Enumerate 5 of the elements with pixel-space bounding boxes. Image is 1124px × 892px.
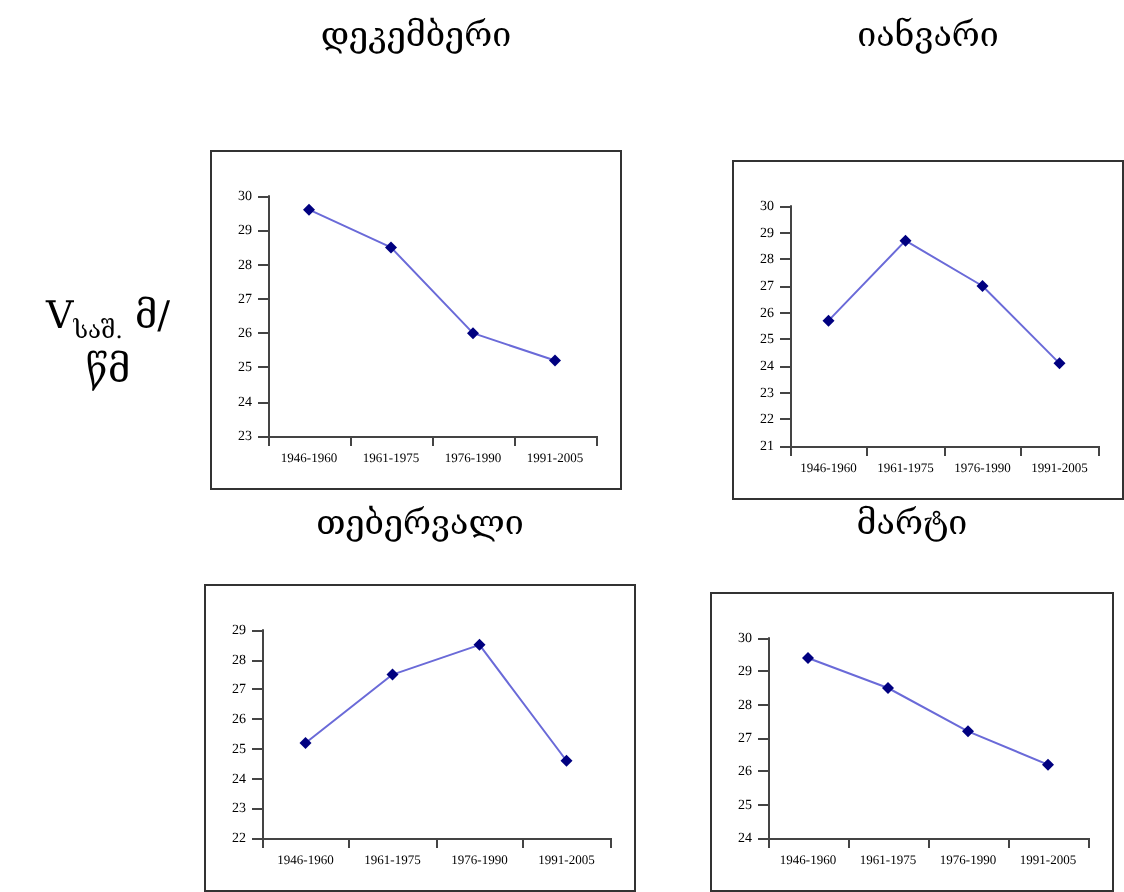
chart-title: მარტი xyxy=(854,504,970,544)
chart-title: თებერვალი xyxy=(314,504,526,544)
y-axis-title: V$_{საშ.}$ მ/წმ xyxy=(44,294,172,392)
chart-title: იანვარი xyxy=(855,16,1001,56)
chart-title: დეკემბერი xyxy=(318,16,514,56)
